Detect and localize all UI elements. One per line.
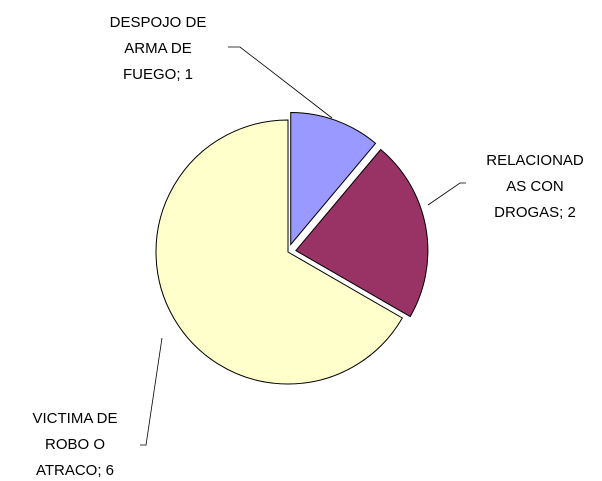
data-label: RELACIONAD AS CON DROGAS; 2 (486, 152, 584, 221)
data-label: DESPOJO DE ARMA DE FUEGO; 1 (110, 14, 207, 83)
leader-line (140, 337, 163, 446)
leader-line (228, 46, 333, 119)
pie-slice (155, 119, 403, 385)
pie-slice (295, 148, 429, 318)
leader-line (427, 182, 466, 206)
pie-slice (290, 111, 377, 246)
data-label: VICTIMA DE ROBO O ATRACO; 6 (32, 410, 117, 479)
